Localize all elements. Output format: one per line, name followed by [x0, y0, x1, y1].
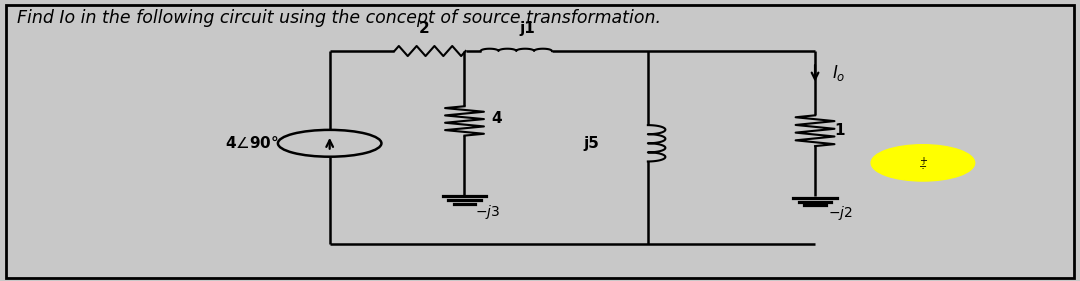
- Text: $I_o$: $I_o$: [833, 64, 846, 83]
- Text: 4$\angle$90°: 4$\angle$90°: [225, 135, 279, 151]
- Text: 1: 1: [835, 123, 845, 138]
- Ellipse shape: [872, 145, 974, 181]
- Text: ÷: ÷: [919, 161, 927, 171]
- Text: Find Io in the following circuit using the concept of source transformation.: Find Io in the following circuit using t…: [17, 9, 661, 27]
- Text: j5: j5: [584, 136, 599, 151]
- Text: $-j2$: $-j2$: [828, 204, 853, 222]
- Text: $-j3$: $-j3$: [475, 203, 500, 221]
- Text: 4: 4: [491, 111, 502, 126]
- Text: j1: j1: [519, 21, 535, 36]
- Text: +: +: [919, 156, 927, 166]
- Text: 2: 2: [419, 21, 430, 36]
